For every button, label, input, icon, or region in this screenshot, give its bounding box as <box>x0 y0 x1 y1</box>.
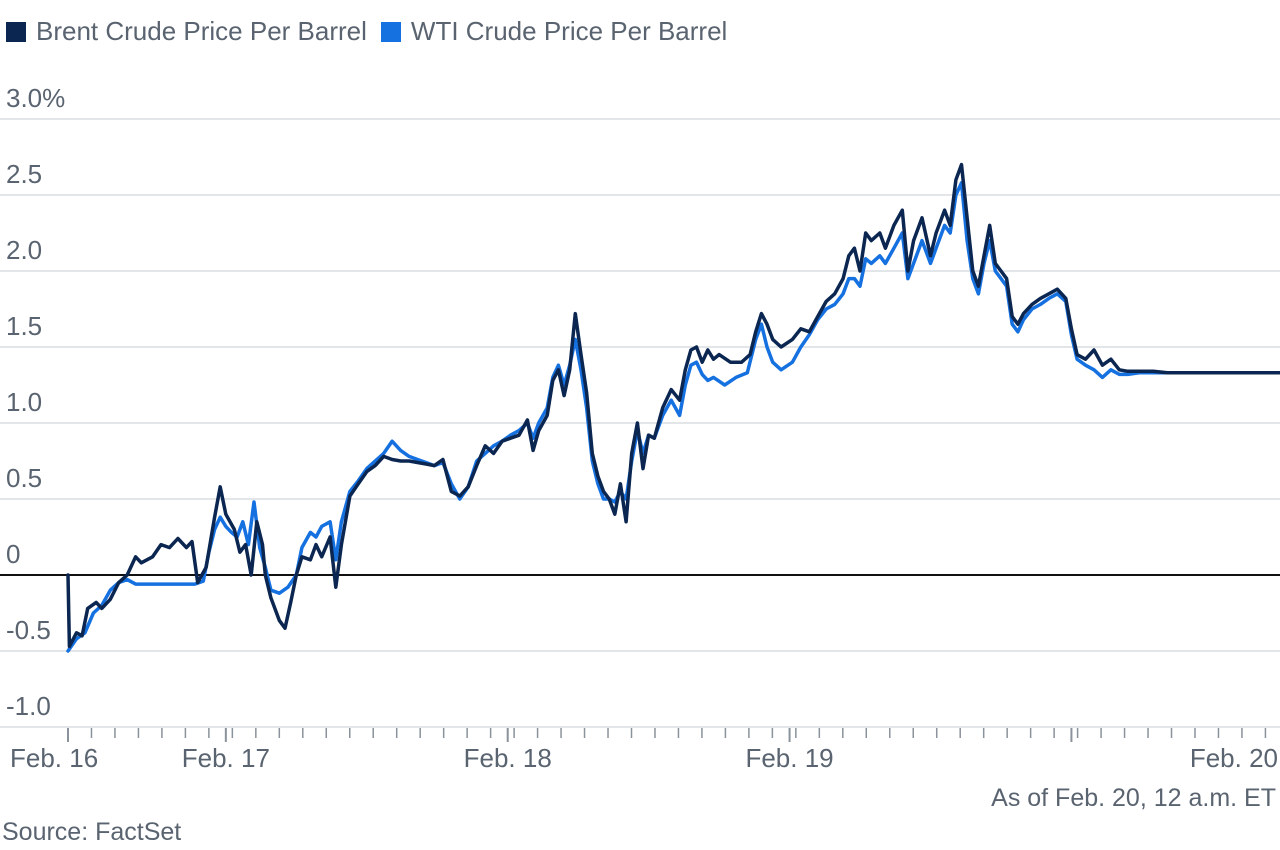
x-tick-label-3: Feb. 19 <box>745 743 833 773</box>
y-tick-label-6: 0 <box>6 539 20 569</box>
x-tick-label-2: Feb. 18 <box>464 743 552 773</box>
x-tick-label-4: Feb. 20 <box>1190 743 1278 773</box>
x-tick-label-0: Feb. 16 <box>10 743 98 773</box>
y-tick-label-0: 3.0% <box>6 83 65 113</box>
legend-swatch-wti <box>380 21 401 42</box>
legend-item-brent: Brent Crude Price Per Barrel <box>6 16 367 47</box>
source-note: Source: FactSet <box>2 818 182 846</box>
legend: Brent Crude Price Per Barrel WTI Crude P… <box>6 16 727 47</box>
y-tick-label-1: 2.5 <box>6 159 42 189</box>
legend-label-wti: WTI Crude Price Per Barrel <box>410 16 728 46</box>
x-tick-label-1: Feb. 17 <box>182 743 270 773</box>
y-tick-label-7: -0.5 <box>6 615 51 645</box>
timestamp-note: As of Feb. 20, 12 a.m. ET <box>991 784 1276 812</box>
y-tick-label-5: 0.5 <box>6 463 42 493</box>
y-tick-label-2: 2.0 <box>6 235 42 265</box>
legend-swatch-brent <box>6 21 26 42</box>
y-tick-label-8: -1.0 <box>6 691 51 721</box>
series-line-wti <box>66 181 1280 653</box>
legend-item-wti: WTI Crude Price Per Barrel <box>380 16 728 47</box>
series-line-brent <box>66 162 1280 649</box>
legend-label-brent: Brent Crude Price Per Barrel <box>36 16 367 46</box>
y-tick-label-3: 1.5 <box>6 311 42 341</box>
y-tick-label-4: 1.0 <box>6 387 42 417</box>
